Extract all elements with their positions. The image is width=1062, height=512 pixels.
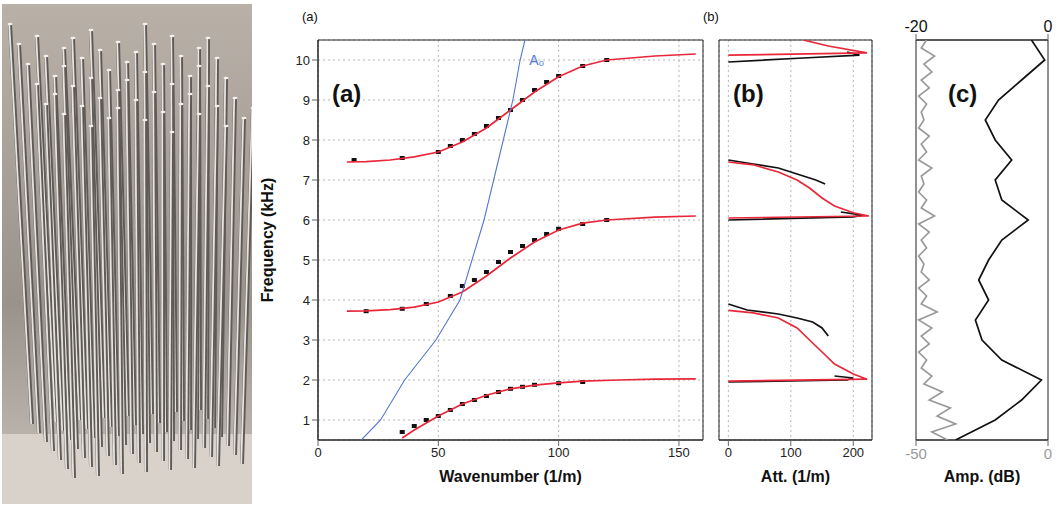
svg-text:200: 200 [842, 445, 864, 460]
html-text:(a): (a) [302, 9, 318, 24]
svg-text:8: 8 [303, 133, 310, 148]
svg-text:9: 9 [303, 93, 310, 108]
html-text:Frequency (kHz): Frequency (kHz) [259, 177, 276, 303]
html-text:(a): (a) [332, 80, 362, 107]
svg-text:0: 0 [314, 445, 321, 460]
svg-text:50: 50 [431, 445, 445, 460]
html-text:(c): (c) [948, 80, 978, 107]
html-text:Wavenumber (1/m): Wavenumber (1/m) [439, 468, 582, 485]
svg-text:6: 6 [303, 213, 310, 228]
svg-text:0: 0 [725, 445, 732, 460]
svg-text:100: 100 [780, 445, 802, 460]
svg-text:-20: -20 [904, 18, 927, 35]
svg-text:150: 150 [668, 445, 690, 460]
svg-text:A₀: A₀ [529, 52, 544, 68]
svg-text:7: 7 [303, 173, 310, 188]
svg-text:4: 4 [303, 293, 310, 308]
svg-text:100: 100 [548, 445, 570, 460]
svg-text:2: 2 [303, 373, 310, 388]
html-text:Amp. (dB): Amp. (dB) [943, 468, 1021, 485]
svg-text:5: 5 [303, 253, 310, 268]
svg-text:0: 0 [1044, 18, 1053, 35]
svg-text:10: 10 [296, 53, 310, 68]
html-text:(b): (b) [703, 9, 719, 24]
svg-text:0: 0 [1044, 445, 1052, 462]
svg-text:-50: -50 [905, 445, 927, 462]
html-text:(b): (b) [733, 80, 764, 107]
svg-text:1: 1 [303, 413, 310, 428]
svg-text:3: 3 [303, 333, 310, 348]
html-text:Att. (1/m): Att. (1/m) [760, 468, 831, 485]
